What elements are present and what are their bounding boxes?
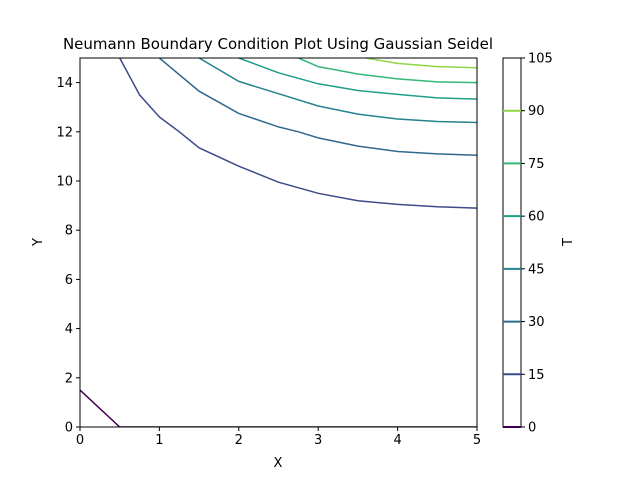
x-tick-label: 0: [76, 433, 84, 448]
y-axis-label: Y: [31, 238, 46, 247]
chart-title: Neumann Boundary Condition Plot Using Ga…: [63, 35, 493, 53]
x-tick-label: 4: [393, 433, 401, 448]
colorbar-tick-label: 105: [528, 52, 553, 67]
x-axis-label: X: [274, 456, 283, 471]
colorbar-tick-label: 0: [528, 421, 536, 436]
plot-frame: [79, 57, 478, 428]
colorbar-label: T: [561, 238, 576, 247]
y-tick-label: 4: [65, 322, 73, 337]
colorbar-fill: [502, 57, 522, 428]
contour-line-45: [198, 58, 477, 124]
colorbar-tick-label: 15: [528, 368, 545, 383]
x-axis: 0 1 2 3 4 5: [76, 427, 481, 448]
contour-line-90: [365, 58, 477, 69]
y-tick-label: 2: [65, 371, 73, 386]
contour-lines: [80, 58, 477, 427]
contour-line-75: [298, 58, 477, 84]
colorbar: 0 15 30 45 60 75 90 105 T: [502, 52, 576, 436]
colorbar-tick-label: 45: [528, 262, 545, 277]
x-tick-label: 1: [155, 433, 163, 448]
colorbar-tick-label: 30: [528, 315, 545, 330]
x-tick-label: 2: [235, 433, 243, 448]
colorbar-tick-label: 60: [528, 210, 545, 225]
colorbar-ticks: 0 15 30 45 60 75 90 105: [521, 52, 553, 436]
contour-line-0: [80, 389, 477, 427]
y-tick-label: 10: [56, 175, 73, 190]
contour-line-60: [238, 58, 477, 100]
contour-line-15: [119, 58, 477, 209]
y-axis: 0 2 4 6 8 10 12 14: [56, 76, 80, 436]
colorbar-tick-label: 75: [528, 157, 545, 172]
y-tick-label: 14: [56, 76, 73, 91]
x-tick-label: 3: [314, 433, 322, 448]
colorbar-tick-label: 90: [528, 104, 545, 119]
y-tick-label: 0: [65, 421, 73, 436]
y-tick-label: 8: [65, 224, 73, 239]
x-tick-label: 5: [473, 433, 481, 448]
contour-line-30: [158, 58, 477, 156]
y-tick-label: 12: [56, 125, 73, 140]
colorbar-level-lines: [503, 109, 521, 428]
y-tick-label: 6: [65, 273, 73, 288]
